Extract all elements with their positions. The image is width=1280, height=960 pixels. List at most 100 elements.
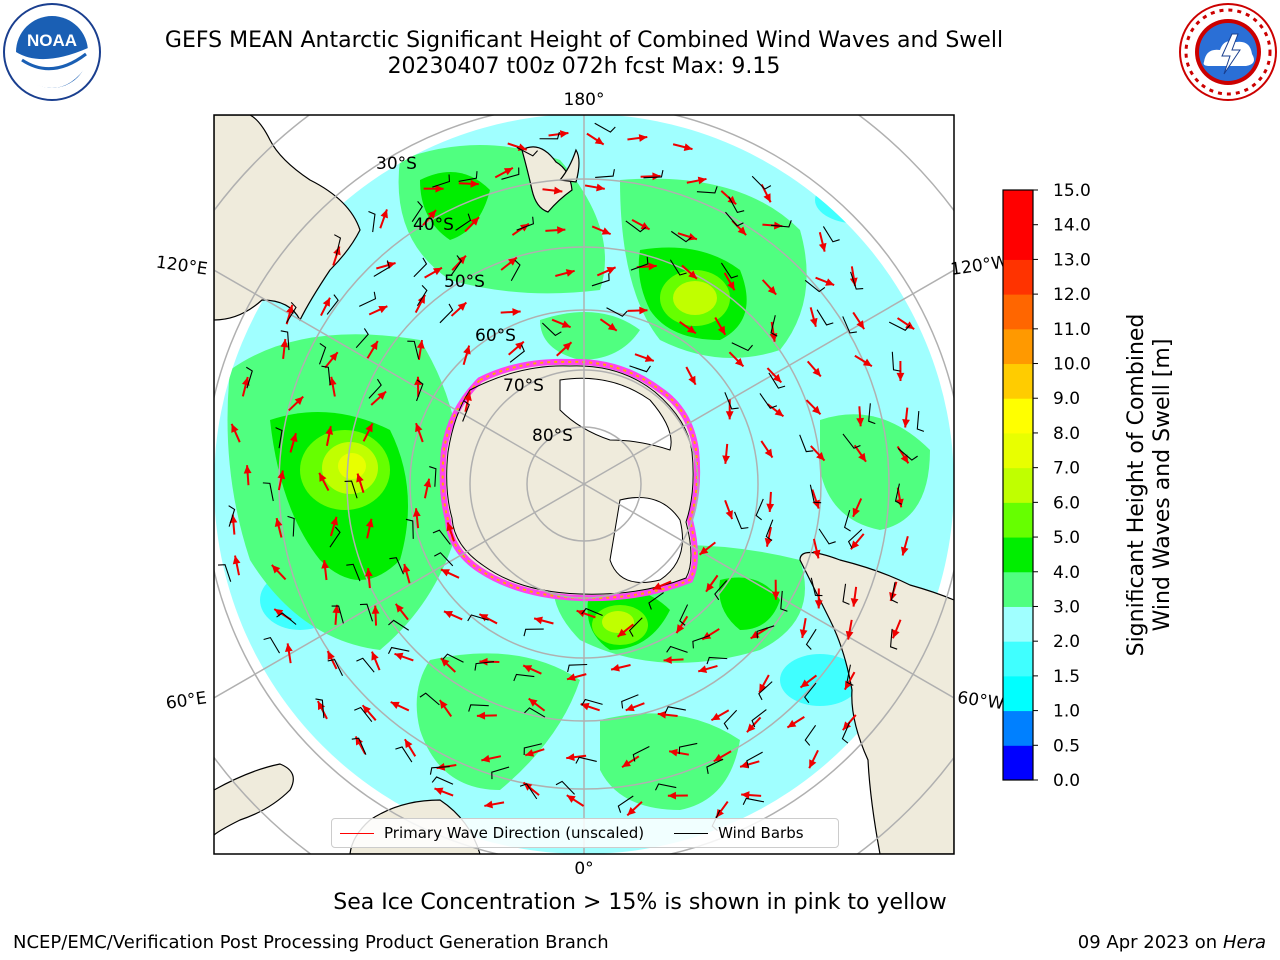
wind-barb bbox=[539, 131, 560, 140]
lon-label-120e: 120°E bbox=[155, 253, 209, 280]
colorbar-tick-label: 7.0 bbox=[1053, 459, 1080, 479]
vector-layer bbox=[218, 122, 925, 832]
wave-direction-arrow bbox=[818, 232, 827, 252]
wind-barb bbox=[581, 698, 603, 706]
wind-barb bbox=[315, 698, 325, 719]
wave-direction-arrow bbox=[814, 588, 823, 609]
wave-direction-arrow bbox=[854, 354, 873, 368]
wave-direction-arrow bbox=[902, 407, 910, 428]
wind-barb bbox=[318, 342, 327, 365]
wind-barb bbox=[524, 707, 546, 718]
wind-barb bbox=[916, 411, 925, 432]
wind-barb bbox=[758, 681, 773, 701]
wave-direction-arrow bbox=[402, 563, 411, 584]
wind-barb bbox=[756, 625, 775, 639]
colorbar-segment bbox=[1003, 363, 1033, 399]
lon-label-180: 180° bbox=[564, 90, 605, 110]
wave-direction-arrow bbox=[371, 651, 381, 671]
wave-direction-arrow bbox=[697, 664, 718, 673]
colorbar-label-line1: Significant Height of Combined bbox=[1124, 313, 1149, 657]
wave-direction-arrow bbox=[640, 172, 661, 181]
wave-direction-arrow bbox=[631, 218, 651, 231]
wind-barb bbox=[516, 146, 538, 157]
lat-label-30s: 30°S bbox=[376, 154, 417, 174]
wave-direction-arrow bbox=[545, 226, 566, 235]
wave-direction-arrow bbox=[566, 753, 587, 762]
wind-barb bbox=[474, 661, 495, 671]
wind-barb bbox=[287, 515, 295, 537]
wave-direction-arrow bbox=[289, 432, 298, 453]
lon-label-60e: 60°E bbox=[165, 688, 208, 713]
wave-direction-arrow bbox=[241, 376, 250, 397]
antarctica bbox=[439, 358, 701, 602]
colorbar-segment bbox=[1003, 398, 1033, 434]
wind-barb bbox=[329, 526, 341, 548]
wave-direction-arrow bbox=[318, 472, 330, 492]
colorbar-segment bbox=[1003, 259, 1033, 295]
wave-direction-arrow bbox=[566, 673, 587, 681]
wave-direction-arrow bbox=[329, 516, 339, 537]
wind-barb bbox=[591, 273, 610, 287]
wind-barb bbox=[696, 186, 718, 194]
colorbar-tick-label: 15.0 bbox=[1053, 181, 1091, 201]
wind-barb bbox=[809, 484, 822, 504]
wind-barb bbox=[847, 528, 863, 549]
wind-barb bbox=[621, 694, 639, 709]
colorbar-tick-label: 2.0 bbox=[1053, 632, 1080, 652]
wind-barb bbox=[617, 795, 634, 813]
wave-direction-arrow bbox=[364, 568, 373, 589]
wave-direction-arrow bbox=[438, 699, 453, 718]
wave-direction-arrow bbox=[320, 297, 331, 317]
wave-direction-arrow bbox=[621, 755, 640, 769]
wind-barb bbox=[218, 564, 232, 582]
wave-direction-arrow bbox=[230, 423, 241, 443]
wave-direction-arrow bbox=[416, 339, 425, 360]
wind-barb bbox=[567, 663, 588, 673]
wind-barb bbox=[405, 518, 414, 539]
wind-barb bbox=[725, 211, 744, 227]
wind-barb bbox=[541, 322, 562, 337]
wind-barb bbox=[654, 783, 677, 791]
wave-direction-arrow bbox=[808, 749, 819, 769]
wind-barb bbox=[275, 427, 283, 449]
wave-direction-arrow bbox=[424, 266, 443, 279]
lat-label-70s: 70°S bbox=[503, 376, 544, 396]
wind-barb bbox=[595, 169, 615, 178]
wave-direction-arrow bbox=[243, 465, 252, 486]
wave-direction-arrow bbox=[722, 443, 731, 464]
wave-direction-arrow bbox=[900, 535, 909, 556]
wind-barb bbox=[388, 619, 409, 631]
wind-barb bbox=[846, 664, 854, 686]
wind-barb bbox=[419, 692, 440, 706]
colorbar-tick-label: 5.0 bbox=[1053, 528, 1080, 548]
wave-direction-arrow bbox=[271, 564, 287, 581]
wind-barb bbox=[510, 259, 521, 282]
colorbar-border bbox=[1002, 189, 1034, 781]
wave-direction-arrow bbox=[566, 794, 585, 807]
wave-direction-arrow bbox=[616, 623, 634, 638]
legend-swatch-red bbox=[340, 832, 374, 834]
wind-barb bbox=[455, 213, 472, 231]
colorbar-segment bbox=[1003, 467, 1033, 503]
colorbar-segment bbox=[1003, 432, 1033, 469]
wind-barb bbox=[731, 342, 753, 352]
wave-direction-arrow bbox=[422, 209, 437, 226]
wind-barb bbox=[355, 328, 369, 349]
wave-direction-arrow bbox=[786, 715, 805, 729]
wind-barb bbox=[714, 580, 728, 601]
colorbar-label: Significant Height of Combined Wind Wave… bbox=[1124, 314, 1176, 657]
wave-direction-arrow bbox=[324, 351, 339, 369]
colorbar-segment bbox=[1003, 537, 1033, 573]
wind-barb bbox=[842, 316, 857, 334]
wind-barb bbox=[889, 628, 898, 650]
wave-direction-arrow bbox=[508, 340, 525, 356]
wind-barb bbox=[780, 590, 788, 612]
wave-direction-arrow bbox=[714, 316, 727, 336]
wind-barb bbox=[276, 612, 297, 625]
wind-barb bbox=[664, 706, 686, 714]
wind-barb bbox=[458, 171, 478, 182]
wind-barb bbox=[351, 737, 367, 755]
wind-barb bbox=[755, 498, 764, 521]
wave-direction-arrow bbox=[843, 671, 856, 691]
wind-barb bbox=[630, 256, 649, 271]
